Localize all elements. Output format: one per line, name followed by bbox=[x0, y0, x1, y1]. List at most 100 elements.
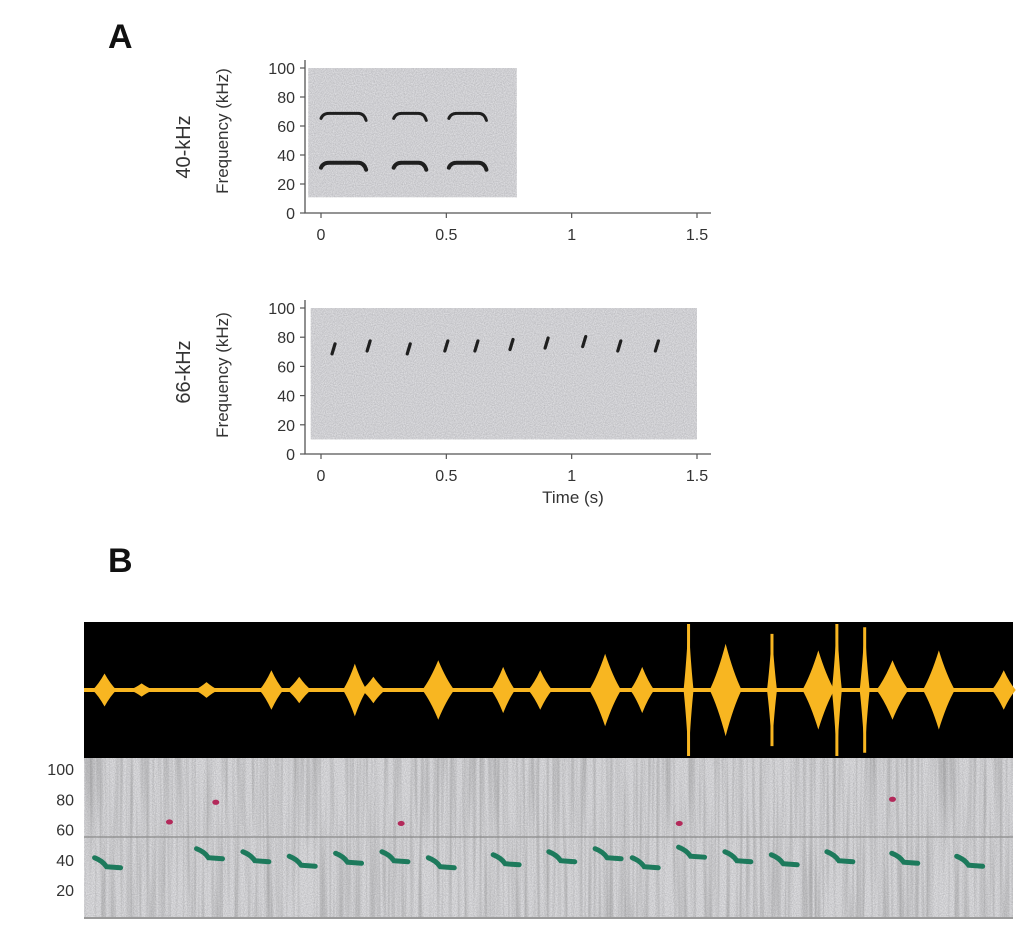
x-tick-label: 0 bbox=[317, 227, 326, 244]
low-band-call bbox=[546, 849, 578, 865]
x-tick-label: 0 bbox=[317, 468, 326, 485]
y-tick-label: 60 bbox=[277, 119, 295, 136]
waveform-burst bbox=[630, 666, 655, 714]
call-trace-40khz bbox=[447, 111, 488, 122]
waveform-burst bbox=[287, 676, 312, 704]
waveform-burst bbox=[361, 676, 386, 704]
call-trace-40khz bbox=[446, 160, 489, 172]
ticks-40khz: 0 20 40 60 80 100 0 0.5 1 1.5 bbox=[268, 61, 708, 244]
y-axis-title-40khz: Frequency (kHz) bbox=[213, 68, 232, 194]
y-tick-label: 0 bbox=[286, 447, 295, 464]
panel-b: 20 40 60 80 100 bbox=[47, 622, 1016, 919]
waveform-burst bbox=[194, 682, 219, 698]
calls-66khz bbox=[330, 334, 660, 356]
low-band-call bbox=[240, 849, 272, 865]
chart-40khz: 40-kHz Frequency (kHz) 0 20 40 60 80 100 0 0.5 1… bbox=[173, 60, 711, 244]
waveform-burst bbox=[491, 666, 516, 714]
row-label-66khz: 66-kHz bbox=[173, 340, 195, 403]
high-band-call bbox=[675, 820, 683, 827]
waveform-burst bbox=[991, 670, 1016, 710]
low-band-call bbox=[889, 850, 921, 866]
ticks-b: 20 40 60 80 100 bbox=[47, 762, 74, 900]
low-band-call bbox=[954, 853, 986, 869]
x-tick-label: 1 bbox=[567, 227, 576, 244]
chart-66khz: 66-kHz Frequency (kHz) Time (s) 0 20 40 60 8… bbox=[173, 300, 711, 507]
call-mark-66khz bbox=[443, 339, 450, 353]
calls-40khz bbox=[319, 111, 489, 172]
b-y-tick-label: 100 bbox=[47, 762, 74, 779]
high-band-call bbox=[165, 819, 173, 825]
waveform-burst bbox=[92, 673, 117, 707]
y-tick-label: 60 bbox=[277, 359, 295, 376]
waveform-burst bbox=[528, 670, 553, 710]
high-band-call bbox=[888, 796, 896, 802]
y-tick-label: 40 bbox=[277, 389, 295, 406]
call-trace-40khz bbox=[319, 111, 368, 122]
spectrogram-b-streaks bbox=[84, 758, 1013, 918]
x-tick-label: 1.5 bbox=[686, 227, 708, 244]
call-mark-66khz bbox=[365, 339, 372, 353]
low-band-call bbox=[286, 853, 318, 869]
waveform-burst bbox=[422, 660, 455, 720]
x-axis-title-66khz: Time (s) bbox=[542, 488, 604, 507]
call-mark-66khz bbox=[330, 342, 337, 356]
high-band-call bbox=[397, 820, 405, 827]
low-band-call bbox=[592, 846, 624, 862]
low-band-call bbox=[194, 846, 226, 862]
x-tick-label: 1 bbox=[567, 468, 576, 485]
low-band-call bbox=[768, 852, 800, 868]
low-band-call bbox=[425, 855, 457, 871]
y-tick-label: 0 bbox=[286, 206, 295, 223]
panel-a-letter: A bbox=[108, 18, 133, 56]
low-band-call bbox=[824, 849, 856, 865]
y-tick-label: 80 bbox=[277, 90, 295, 107]
x-tick-label: 0.5 bbox=[435, 227, 457, 244]
waveform-burst bbox=[802, 650, 835, 730]
call-mark-66khz bbox=[473, 339, 480, 353]
b-y-tick-label: 60 bbox=[56, 823, 74, 840]
panel-b-letter: B bbox=[108, 542, 133, 580]
call-mark-66khz bbox=[508, 337, 515, 352]
call-trace-40khz bbox=[391, 160, 429, 172]
y-tick-label: 20 bbox=[277, 418, 295, 435]
y-tick-label: 20 bbox=[277, 177, 295, 194]
y-axis-title-66khz: Frequency (kHz) bbox=[213, 312, 232, 438]
b-y-tick-label: 20 bbox=[56, 883, 74, 900]
low-band-call bbox=[676, 844, 708, 860]
waveform-burst bbox=[129, 683, 154, 697]
low-band-call bbox=[379, 849, 411, 865]
ticks-66khz: 0 20 40 60 80 100 0 0.5 1 1.5 bbox=[268, 301, 708, 485]
waveform-burst bbox=[259, 670, 284, 710]
y-tick-label: 100 bbox=[268, 61, 295, 78]
b-y-tick-label: 40 bbox=[56, 853, 74, 870]
waveform-burst bbox=[922, 650, 955, 730]
call-trace-40khz bbox=[392, 111, 428, 122]
call-mark-66khz bbox=[405, 342, 412, 356]
y-tick-label: 100 bbox=[268, 301, 295, 318]
y-tick-label: 80 bbox=[277, 330, 295, 347]
low-band-call bbox=[333, 850, 365, 866]
calls-b bbox=[92, 796, 986, 871]
low-band-call bbox=[92, 855, 124, 871]
waveform-burst bbox=[876, 660, 909, 720]
b-y-tick-label: 80 bbox=[56, 792, 74, 809]
waveform-burst bbox=[342, 663, 367, 717]
call-mark-66khz bbox=[543, 336, 550, 350]
high-band-call bbox=[212, 799, 220, 805]
call-trace-40khz bbox=[319, 160, 369, 172]
waveform bbox=[84, 624, 1016, 756]
y-tick-label: 40 bbox=[277, 148, 295, 165]
call-mark-66khz bbox=[616, 339, 623, 353]
low-band-call bbox=[722, 849, 754, 865]
low-band-call bbox=[629, 855, 661, 871]
spectrogram-noise-40khz bbox=[308, 68, 517, 198]
call-mark-66khz bbox=[581, 334, 588, 349]
waveform-burst bbox=[709, 643, 742, 737]
x-tick-label: 0.5 bbox=[435, 468, 457, 485]
waveform-burst bbox=[589, 653, 622, 727]
call-mark-66khz bbox=[653, 339, 660, 353]
spectrogram-noise-66khz bbox=[310, 308, 697, 440]
x-tick-label: 1.5 bbox=[686, 468, 708, 485]
low-band-call bbox=[490, 852, 522, 868]
